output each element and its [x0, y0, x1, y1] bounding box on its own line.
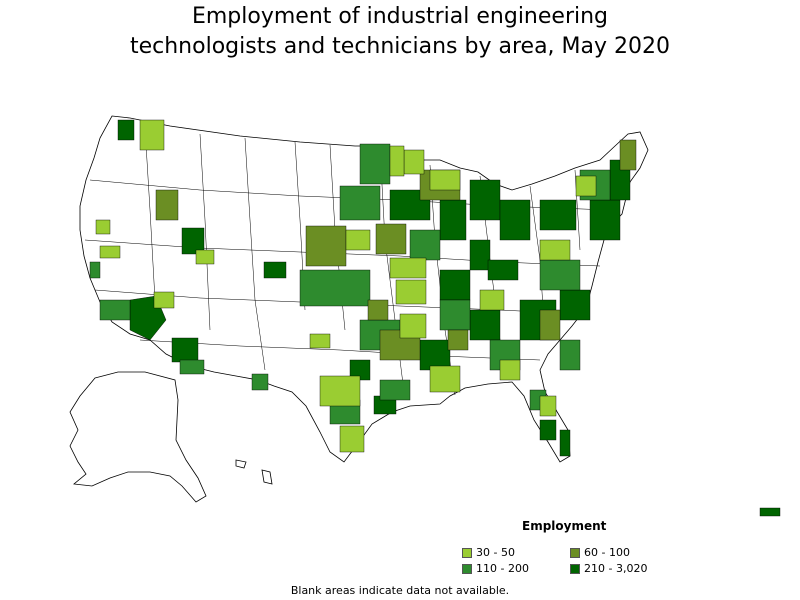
hawaii-island — [261, 469, 273, 485]
title-line-1: Employment of industrial engineering — [191, 4, 609, 29]
hawaii-outline — [235, 459, 247, 469]
legend-item-60-100: 60 - 100 — [570, 546, 630, 559]
legend-label: 60 - 100 — [584, 546, 630, 559]
legend-label: 210 - 3,020 — [584, 562, 648, 575]
areas-210-3020 — [117, 119, 781, 517]
map-title: Employment of industrial engineering tec… — [0, 2, 800, 62]
title-line-2: technologists and technicians by area, M… — [129, 34, 670, 59]
areas-110-200 — [89, 143, 611, 425]
legend-item-210-3020: 210 - 3,020 — [570, 562, 647, 575]
areas-30-50 — [95, 119, 597, 453]
legend-title: Employment — [522, 519, 607, 533]
areas-60-100 — [155, 139, 637, 361]
legend-swatch — [570, 563, 580, 574]
legend-label: 110 - 200 — [476, 562, 529, 575]
employment-areas — [89, 119, 781, 517]
legend-item-30-50: 30 - 50 — [462, 546, 515, 559]
legend-swatch — [570, 547, 580, 558]
legend-swatch — [462, 547, 472, 558]
legend-swatch — [462, 563, 472, 574]
legend-label: 30 - 50 — [476, 546, 515, 559]
footnote: Blank areas indicate data not available. — [290, 584, 510, 597]
legend-item-110-200: 110 - 200 — [462, 562, 529, 575]
alaska-outline — [69, 371, 207, 503]
